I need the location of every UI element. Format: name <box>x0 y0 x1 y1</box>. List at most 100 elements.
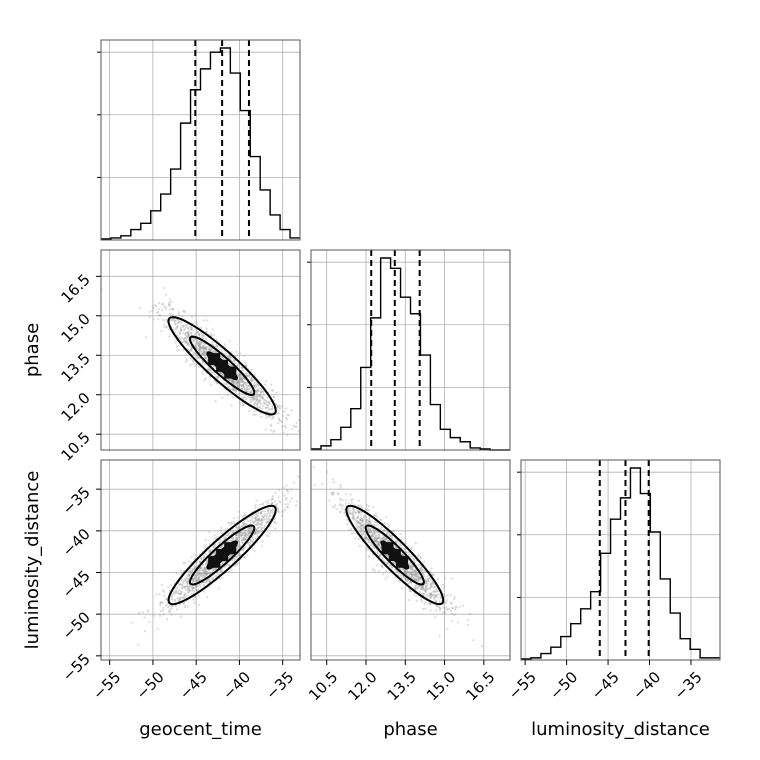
sample-point <box>221 576 224 580</box>
sample-point <box>186 605 190 608</box>
sample-point <box>185 331 188 334</box>
sample-point <box>259 399 262 403</box>
sample-point <box>228 385 231 388</box>
sample-point <box>450 612 453 615</box>
sample-point <box>367 541 370 544</box>
sample-point <box>250 377 253 381</box>
sample-point <box>172 319 176 322</box>
sample-point <box>290 409 293 412</box>
sample-point <box>182 310 185 313</box>
sample-point <box>210 347 213 350</box>
sample-point <box>196 331 199 334</box>
sample-point <box>269 429 273 432</box>
sample-point <box>231 379 234 382</box>
sample-point <box>231 380 234 383</box>
sample-point <box>182 324 185 327</box>
sample-point <box>414 569 417 572</box>
sample-point <box>227 355 230 358</box>
sample-point <box>232 516 235 520</box>
sample-point <box>186 584 189 588</box>
sample-point <box>239 378 242 381</box>
sample-point <box>384 577 387 580</box>
sample-point <box>168 303 171 306</box>
sample-point <box>421 570 424 573</box>
sample-point <box>192 352 195 356</box>
sample-point <box>398 580 401 583</box>
sample-point <box>246 390 250 393</box>
sample-point <box>359 510 362 513</box>
sample-point <box>191 347 194 350</box>
sample-point <box>257 529 260 533</box>
sample-point <box>415 571 418 574</box>
sample-point <box>261 397 264 400</box>
sample-point <box>212 343 215 346</box>
sample-point <box>376 516 379 519</box>
sample-point <box>175 349 178 352</box>
sample-point <box>196 330 199 333</box>
sample-point <box>151 305 154 308</box>
sample-point <box>231 381 234 384</box>
sample-point <box>184 360 187 363</box>
sample-point <box>234 536 237 539</box>
sample-point <box>272 430 275 433</box>
sample-point <box>292 481 295 484</box>
sample-point <box>180 571 183 574</box>
sample-point <box>185 334 189 337</box>
sample-point <box>200 346 203 349</box>
sample-point <box>257 526 260 529</box>
sample-point <box>232 379 235 382</box>
sample-point <box>196 584 199 587</box>
sample-point <box>155 311 158 314</box>
sample-point <box>214 373 217 376</box>
sample-point <box>235 382 238 385</box>
sample-point <box>331 505 334 508</box>
sample-point <box>361 526 364 529</box>
sample-point <box>253 520 256 524</box>
sample-point <box>350 501 353 505</box>
sample-point <box>254 504 257 507</box>
sample-point <box>178 332 182 335</box>
sample-point <box>200 335 203 338</box>
sample-point <box>243 388 246 391</box>
sample-point <box>355 523 358 526</box>
sample-point <box>182 338 185 341</box>
sample-point <box>172 590 175 594</box>
sample-point <box>230 404 233 407</box>
sample-point <box>199 326 203 330</box>
sample-point <box>341 504 344 507</box>
sample-point <box>285 484 288 487</box>
sample-point <box>254 394 257 397</box>
sample-point <box>241 378 244 381</box>
sample-point <box>382 529 385 532</box>
sample-point <box>174 600 177 603</box>
sample-point <box>157 301 160 305</box>
sample-point <box>283 508 287 511</box>
sample-point <box>451 619 454 623</box>
sample-point <box>173 327 176 331</box>
sample-point <box>165 597 168 600</box>
sample-point <box>328 499 331 502</box>
sample-point <box>349 493 352 496</box>
sample-point <box>197 344 200 347</box>
sample-point <box>352 508 355 511</box>
sample-point <box>241 533 244 537</box>
sample-point <box>231 382 235 385</box>
sample-point <box>245 365 248 368</box>
sample-point <box>203 590 206 593</box>
sample-point <box>196 331 199 334</box>
sample-point <box>264 380 267 383</box>
sample-point <box>241 379 244 383</box>
sample-point <box>368 531 371 534</box>
sample-point <box>196 342 199 345</box>
sample-point <box>339 497 342 500</box>
sample-point <box>418 579 422 582</box>
sample-point <box>266 406 270 409</box>
sample-point <box>255 389 258 392</box>
sample-point <box>208 531 211 534</box>
sample-point <box>201 352 204 355</box>
sample-point <box>255 405 258 408</box>
sample-point <box>350 532 353 535</box>
sample-point <box>283 424 287 427</box>
sample-point <box>192 598 195 601</box>
